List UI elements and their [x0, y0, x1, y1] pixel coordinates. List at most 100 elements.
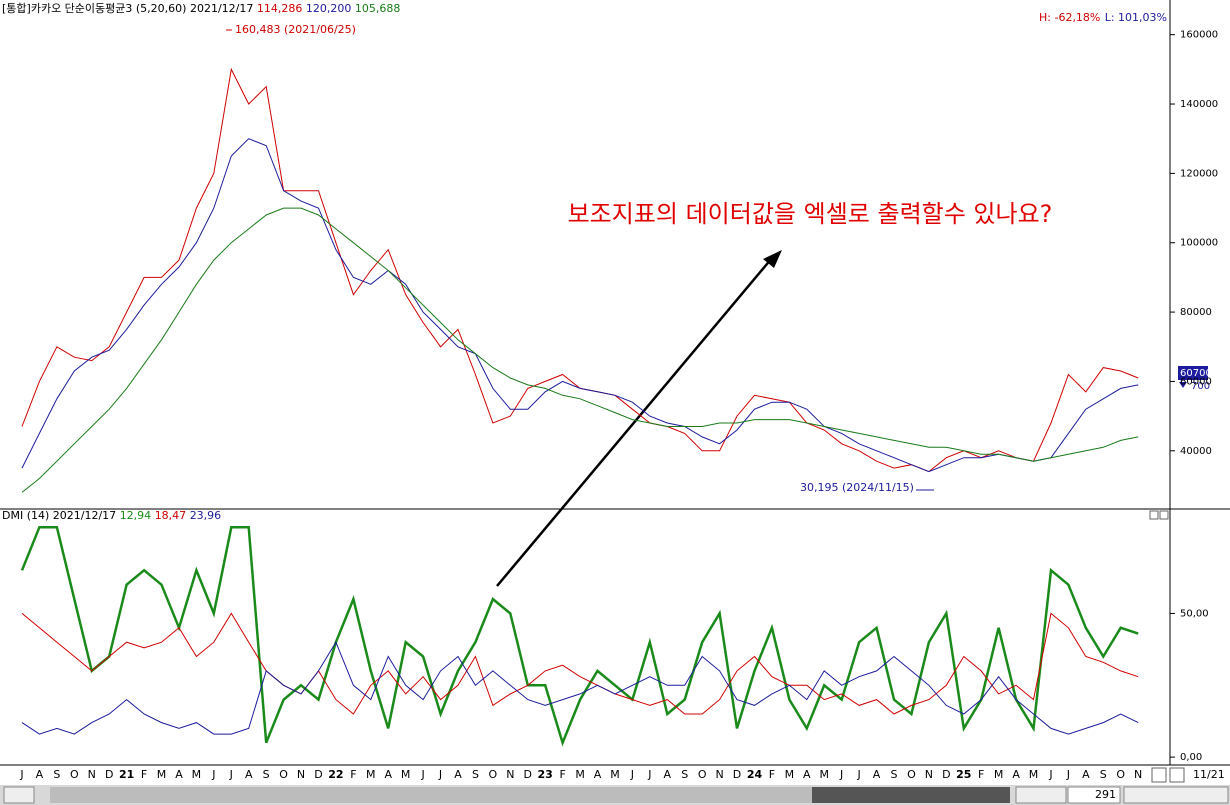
x-tick-label: S	[263, 768, 270, 781]
y-tick-label: 160000	[1180, 30, 1218, 41]
x-tick-label: A	[245, 768, 253, 781]
x-tick-label: M	[401, 768, 411, 781]
x-tick-label: J	[211, 768, 215, 781]
bar-count: 291	[1095, 788, 1116, 801]
last-price: 60700	[1180, 368, 1212, 379]
x-tick-label: S	[681, 768, 688, 781]
question-text: 보조지표의 데이터값을 엑셀로 출력할수 있나요?	[568, 200, 1053, 228]
x-tick-label: A	[1082, 768, 1090, 781]
x-tick-label: M	[994, 768, 1004, 781]
legend-value: 105,688	[355, 2, 401, 15]
x-tick-label: J	[420, 768, 424, 781]
x-tick-label: F	[978, 768, 984, 781]
price-title: [통합]카카오 단순이동평균3 (5,20,60) 2021/12/17	[2, 2, 253, 15]
edit-button[interactable]	[1151, 767, 1167, 783]
current-date: 11/21	[1193, 768, 1225, 781]
arrow	[496, 257, 773, 587]
scroll-left[interactable]	[3, 786, 35, 804]
series-line	[20, 525, 1139, 747]
x-tick-label: N	[1134, 768, 1142, 781]
x-tick-label: N	[506, 768, 514, 781]
x-tick-label: A	[1012, 768, 1020, 781]
dmi-title: DMI (14) 2021/12/17	[2, 509, 116, 522]
dmi-header: DMI (14) 2021/12/17 12,94 18,47 23,96	[2, 509, 221, 522]
high-label: 160,483 (2021/06/25)	[235, 23, 356, 36]
close-button[interactable]	[1159, 510, 1169, 520]
x-tick-label: F	[769, 768, 775, 781]
x-tick-label: S	[472, 768, 479, 781]
bar-count-box[interactable]	[1067, 786, 1121, 804]
legend-value: 18,47	[155, 509, 187, 522]
x-tick-label: M	[157, 768, 167, 781]
x-tick-label: M	[819, 768, 829, 781]
settings-button[interactable]	[1169, 767, 1185, 783]
x-tick-label: 24	[747, 768, 763, 781]
low-ratio: L: 101,03%	[1105, 11, 1167, 24]
scroll-thumb[interactable]	[812, 787, 1010, 803]
x-tick-label: M	[575, 768, 585, 781]
x-tick-label: A	[384, 768, 392, 781]
x-tick-label: O	[279, 768, 288, 781]
x-tick-label: S	[1100, 768, 1107, 781]
x-tick-label: D	[942, 768, 950, 781]
y-tick-label: 50,00	[1180, 608, 1209, 619]
x-tick-label: S	[891, 768, 898, 781]
x-tick-label: D	[733, 768, 741, 781]
x-tick-label: J	[19, 768, 23, 781]
x-tick-label: J	[1048, 768, 1052, 781]
x-tick-label: J	[229, 768, 233, 781]
low-label: 30,195 (2024/11/15)	[800, 481, 914, 494]
x-tick-label: A	[36, 768, 44, 781]
x-tick-label: A	[873, 768, 881, 781]
scroll-overview	[50, 787, 1010, 803]
high-ratio: H: -62,18%	[1039, 11, 1100, 24]
x-tick-label: O	[698, 768, 707, 781]
y-tick-label: 140000	[1180, 99, 1218, 110]
x-tick-label: O	[1116, 768, 1125, 781]
x-tick-label: J	[1066, 768, 1070, 781]
zoom-buttons[interactable]	[1123, 786, 1229, 804]
legend-value: 120,200	[306, 2, 352, 15]
x-tick-label: M	[1029, 768, 1039, 781]
x-tick-label: D	[314, 768, 322, 781]
x-tick-label: D	[524, 768, 532, 781]
x-tick-label: 25	[956, 768, 971, 781]
x-tick-label: M	[192, 768, 202, 781]
scroll-nav[interactable]	[1015, 786, 1067, 804]
y-tick-label: 100000	[1180, 238, 1218, 249]
x-tick-label: O	[70, 768, 79, 781]
x-tick-label: A	[664, 768, 672, 781]
x-tick-label: J	[630, 768, 634, 781]
x-tick-label: A	[454, 768, 462, 781]
x-tick-label: N	[715, 768, 723, 781]
x-tick-label: M	[366, 768, 376, 781]
x-tick-label: N	[88, 768, 96, 781]
series-line	[21, 641, 1139, 735]
x-tick-label: J	[856, 768, 860, 781]
x-tick-label: A	[175, 768, 183, 781]
x-tick-label: 23	[538, 768, 553, 781]
x-tick-label: A	[803, 768, 811, 781]
x-tick-label: F	[559, 768, 565, 781]
x-tick-label: J	[438, 768, 442, 781]
x-tick-label: 22	[328, 768, 343, 781]
x-tick-label: O	[907, 768, 916, 781]
arrow-head	[763, 250, 782, 268]
legend-value: 114,286	[257, 2, 303, 15]
down-triangle	[1179, 382, 1187, 388]
x-tick-label: O	[489, 768, 498, 781]
y-tick-label: 0,00	[1180, 752, 1202, 763]
x-tick-label: 21	[119, 768, 134, 781]
x-tick-label: N	[297, 768, 305, 781]
x-tick-label: D	[105, 768, 113, 781]
y-tick-label: 120000	[1180, 168, 1218, 179]
x-tick-label: A	[594, 768, 602, 781]
y-tick-label: 80000	[1180, 307, 1212, 318]
x-tick-label: F	[350, 768, 356, 781]
minimize-button[interactable]	[1149, 510, 1159, 520]
x-tick-label: F	[141, 768, 147, 781]
series-line	[21, 207, 1139, 493]
x-tick-label: J	[839, 768, 843, 781]
